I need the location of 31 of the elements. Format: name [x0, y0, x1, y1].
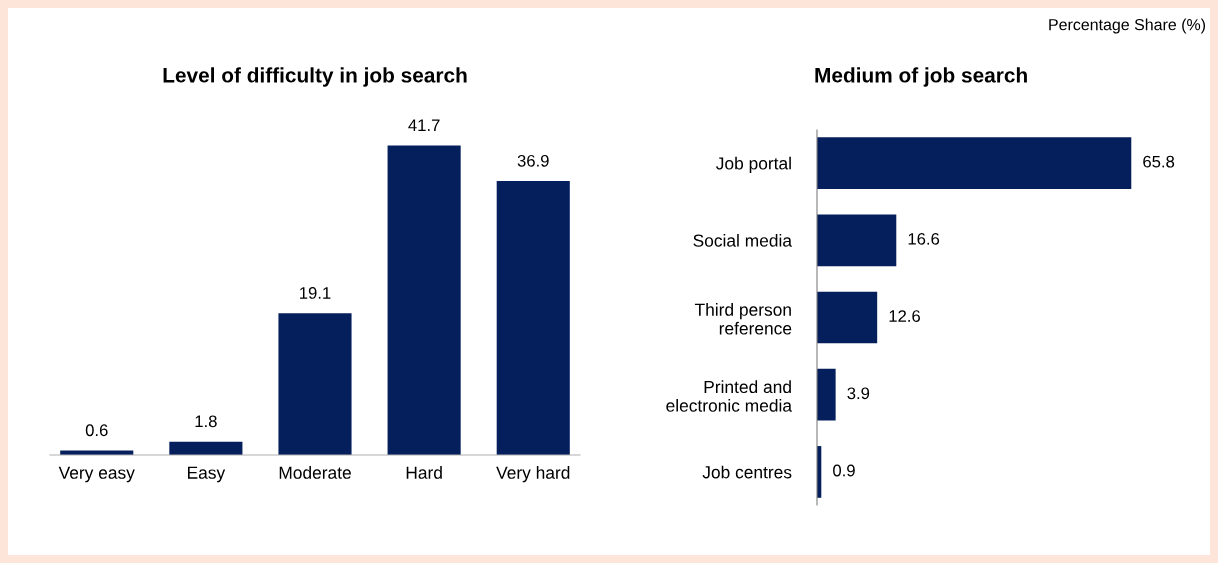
bar [817, 214, 897, 267]
y-tick-label: Job portal [716, 156, 791, 173]
x-tick-label: Hard [406, 466, 442, 479]
y-tick-label: Third person reference [694, 303, 792, 335]
y-tick-label: Job centres [702, 465, 792, 479]
data-label: 12.6 [889, 310, 920, 322]
bar [169, 441, 243, 455]
data-label: 3.9 [847, 387, 870, 400]
bar [817, 291, 878, 344]
chart-title: Medium of job search [815, 67, 1027, 87]
data-label: 0.9 [833, 464, 855, 477]
x-tick-label: Easy [188, 466, 226, 483]
data-label: 36.9 [517, 154, 549, 167]
text: Percentage Share (%) [1049, 18, 1206, 34]
x-tick-label: Moderate [279, 466, 351, 479]
y-tick-label: Social media [693, 234, 792, 247]
y-tick-label: Printed and electronic media [666, 380, 793, 412]
data-label: 1.8 [195, 415, 217, 428]
bar [278, 313, 352, 455]
bar [496, 181, 570, 455]
data-label: 19.1 [300, 287, 331, 299]
x-tick-label: Very easy [58, 466, 135, 483]
data-label: 16.6 [908, 232, 940, 245]
data-label: 0.6 [85, 424, 108, 437]
data-label: 41.7 [408, 119, 440, 131]
bar [387, 145, 461, 455]
bar [817, 137, 1132, 189]
bar [817, 368, 836, 421]
x-tick-label: Very hard [496, 466, 570, 483]
chart-title: Level of difficulty in job search [163, 67, 467, 87]
data-label: 65.8 [1143, 155, 1175, 168]
